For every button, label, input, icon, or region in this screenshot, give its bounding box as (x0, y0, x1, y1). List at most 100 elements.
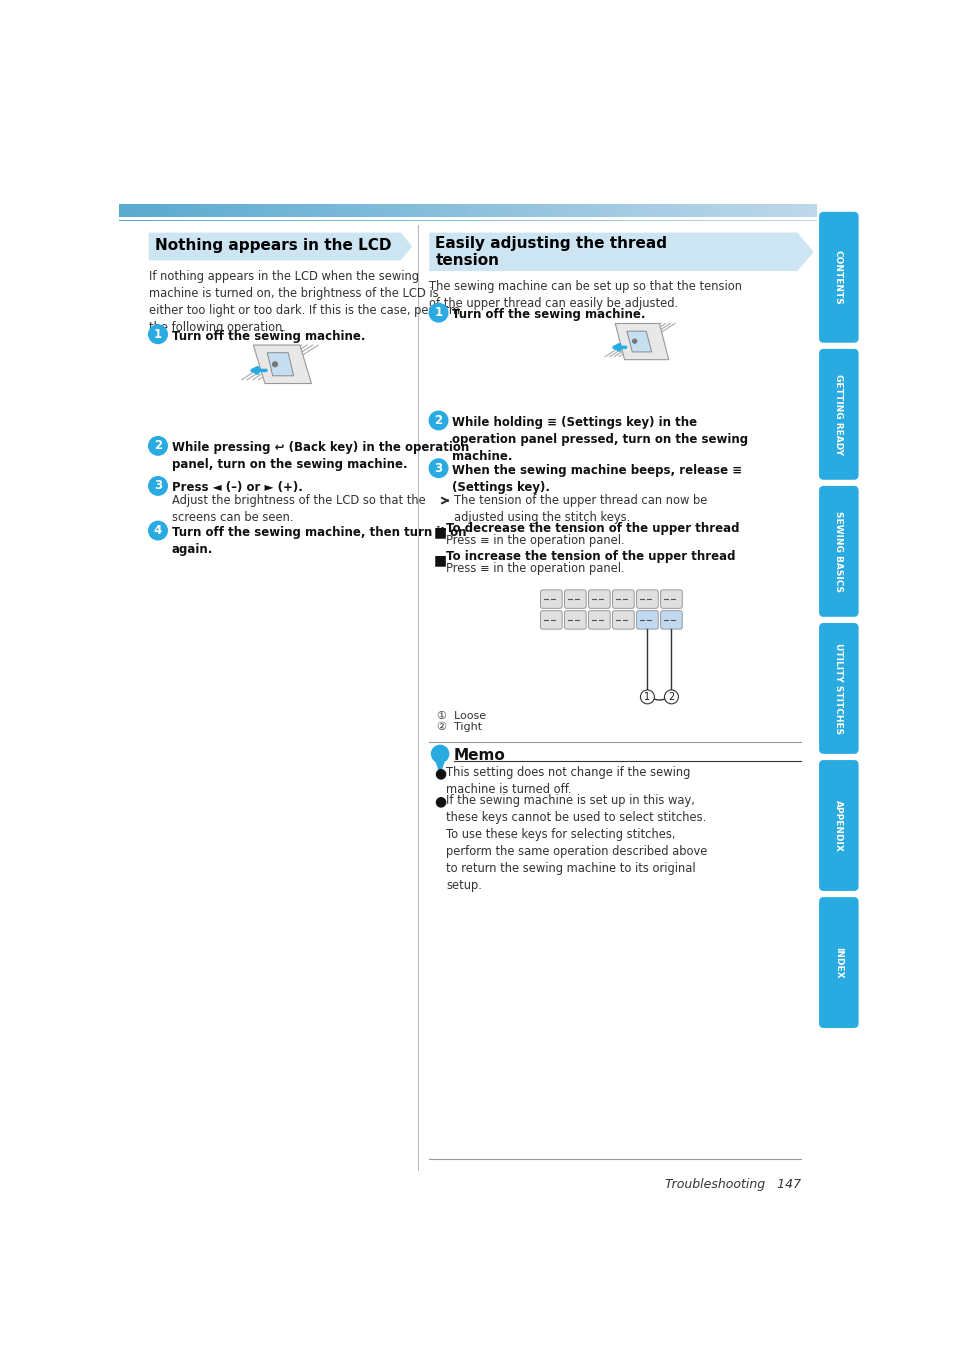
Bar (168, 204, 175, 221)
FancyBboxPatch shape (819, 212, 858, 342)
Bar (620, 204, 628, 221)
Bar (460, 204, 468, 221)
Text: To increase the tension of the upper thread: To increase the tension of the upper thr… (446, 550, 735, 563)
Circle shape (272, 361, 278, 368)
Bar (418, 204, 426, 221)
Bar (342, 204, 350, 221)
Bar (231, 204, 238, 221)
Polygon shape (267, 353, 294, 376)
Bar (607, 204, 615, 221)
Bar (314, 204, 321, 221)
Bar (537, 204, 544, 221)
Text: Turn off the sewing machine.: Turn off the sewing machine. (172, 330, 365, 342)
Bar (140, 204, 148, 221)
Bar (677, 204, 684, 221)
Text: ②  Tight: ② Tight (436, 721, 481, 732)
Text: If nothing appears in the LCD when the sewing
machine is turned on, the brightne: If nothing appears in the LCD when the s… (149, 270, 459, 333)
Text: APPENDIX: APPENDIX (833, 799, 842, 852)
Bar (195, 204, 203, 221)
Polygon shape (615, 324, 668, 360)
Bar (377, 204, 384, 221)
Bar (781, 204, 788, 221)
FancyBboxPatch shape (659, 611, 681, 630)
Bar (670, 204, 677, 221)
Text: CONTENTS: CONTENTS (833, 249, 842, 305)
Bar (572, 204, 579, 221)
Bar (252, 204, 259, 221)
FancyBboxPatch shape (612, 611, 634, 630)
Bar (182, 204, 190, 221)
Text: Press ≡ in the operation panel.: Press ≡ in the operation panel. (446, 562, 624, 576)
Circle shape (429, 303, 447, 322)
Text: To decrease the tension of the upper thread: To decrease the tension of the upper thr… (446, 522, 739, 535)
Bar (258, 204, 266, 221)
Text: 2: 2 (668, 692, 674, 702)
Bar (481, 204, 489, 221)
Bar (698, 204, 705, 221)
Bar (126, 204, 133, 221)
Text: While pressing ↩ (Back key) in the operation
panel, turn on the sewing machine.: While pressing ↩ (Back key) in the opera… (172, 441, 469, 472)
Bar (530, 204, 537, 221)
Bar (154, 204, 161, 221)
Text: 3: 3 (434, 462, 442, 474)
Bar (426, 204, 433, 221)
Bar (719, 204, 725, 221)
Text: INDEX: INDEX (833, 946, 842, 979)
Bar (307, 204, 314, 221)
Text: 2: 2 (153, 439, 162, 453)
Circle shape (149, 325, 167, 344)
Bar (725, 204, 733, 221)
Text: Press ◄ (–) or ► (+).: Press ◄ (–) or ► (+). (172, 481, 302, 495)
Text: Memo: Memo (454, 748, 505, 763)
Bar (237, 204, 245, 221)
Bar (579, 204, 586, 221)
Text: The tension of the upper thread can now be
adjusted using the stitch keys.: The tension of the upper thread can now … (454, 495, 707, 524)
FancyBboxPatch shape (540, 611, 561, 630)
Bar (189, 204, 196, 221)
Polygon shape (253, 345, 311, 384)
Circle shape (149, 477, 167, 495)
Bar (147, 204, 154, 221)
Bar (439, 204, 447, 221)
Bar (391, 204, 398, 221)
Bar (328, 204, 335, 221)
Circle shape (431, 744, 449, 763)
Bar (370, 204, 377, 221)
Bar (509, 204, 517, 221)
FancyBboxPatch shape (819, 485, 858, 617)
Circle shape (664, 690, 678, 704)
Text: 4: 4 (153, 524, 162, 537)
Bar (795, 204, 802, 221)
Circle shape (429, 411, 447, 430)
Bar (216, 204, 224, 221)
Bar (774, 204, 781, 221)
Bar (119, 204, 127, 221)
Bar (335, 204, 342, 221)
Bar (496, 204, 503, 221)
Bar (300, 204, 308, 221)
Bar (746, 204, 754, 221)
Bar (119, 217, 816, 220)
FancyBboxPatch shape (636, 611, 658, 630)
Bar (753, 204, 760, 221)
Polygon shape (626, 332, 651, 352)
Bar (279, 204, 287, 221)
Bar (558, 204, 565, 221)
Text: 3: 3 (153, 480, 162, 492)
Text: If the sewing machine is set up in this way,
these keys cannot be used to select: If the sewing machine is set up in this … (446, 794, 707, 892)
Polygon shape (429, 233, 813, 271)
Bar (412, 204, 419, 221)
Bar (174, 204, 182, 221)
Bar (488, 204, 496, 221)
Bar (732, 204, 740, 221)
Text: Adjust the brightness of the LCD so that the
screens can be seen.: Adjust the brightness of the LCD so that… (172, 493, 425, 523)
Bar (523, 204, 531, 221)
Bar (544, 204, 552, 221)
Bar (397, 204, 405, 221)
Bar (321, 204, 329, 221)
Bar (286, 204, 294, 221)
Bar (711, 204, 719, 221)
Bar (760, 204, 767, 221)
Text: ●: ● (434, 766, 446, 780)
Bar (662, 204, 670, 221)
